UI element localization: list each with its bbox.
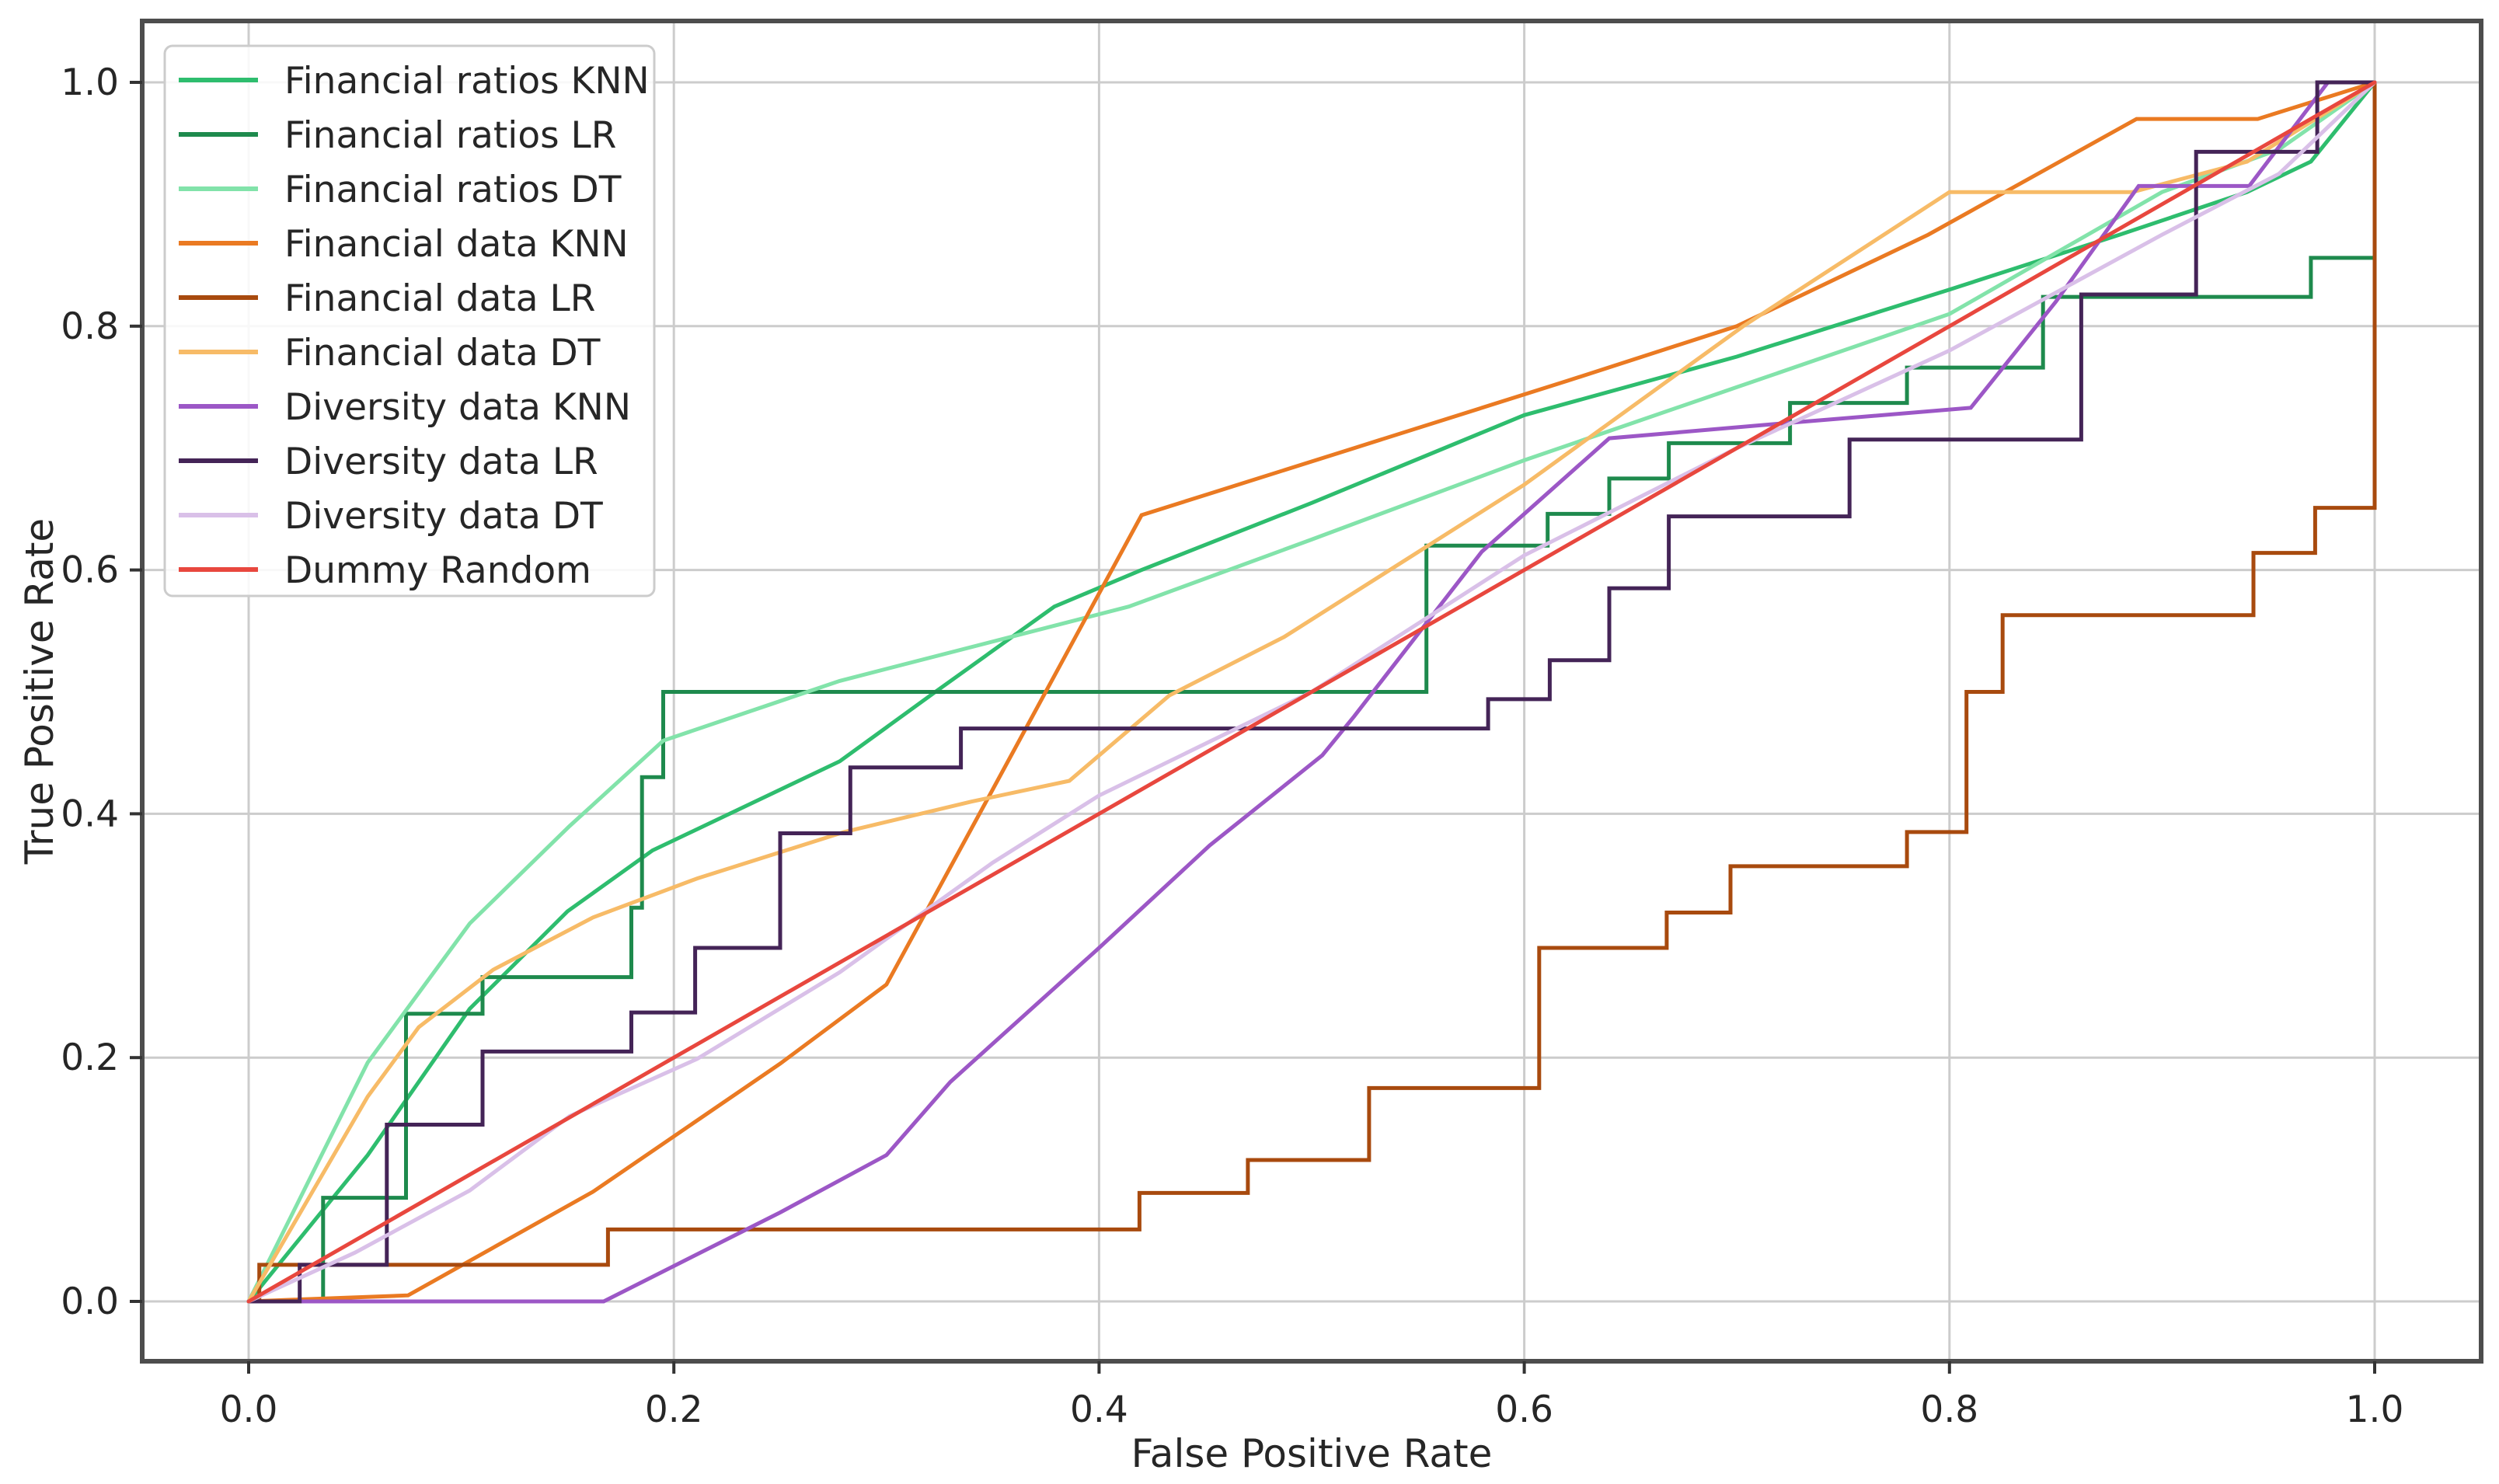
- series-line-dummy-random: [246, 80, 2377, 1304]
- legend-box: [163, 44, 656, 597]
- legend-item-diversity-data-knn: Diversity data KNN: [179, 386, 631, 429]
- y-tick-label: 1.0: [61, 61, 119, 104]
- plot-border: [140, 19, 2483, 1364]
- legend-item-financial-data-lr: Financial data LR: [179, 277, 595, 320]
- y-tick-label: 0.8: [61, 305, 119, 348]
- legend-item-financial-ratios-lr: Financial ratios LR: [179, 114, 616, 157]
- legend-item-financial-data-dt: Financial data DT: [179, 332, 601, 374]
- y-tick-label: 0.4: [61, 793, 119, 835]
- series-line-diversity-data-lr: [246, 80, 2377, 1304]
- legend-item-label: Dummy Random: [284, 549, 591, 592]
- legend-item-label: Diversity data LR: [284, 441, 598, 483]
- legend-item-label: Financial ratios LR: [284, 114, 616, 157]
- series-line-diversity-data-knn: [246, 80, 2377, 1304]
- x-tick-label: 0.0: [220, 1388, 278, 1431]
- x-tick-label: 0.8: [1920, 1388, 1978, 1431]
- x-axis-title: False Positive Rate: [1131, 1431, 1493, 1476]
- y-tick-label: 0.6: [61, 549, 119, 592]
- x-tick-label: 0.4: [1070, 1388, 1128, 1431]
- series-line-financial-data-dt: [246, 80, 2377, 1304]
- legend-item-financial-ratios-dt: Financial ratios DT: [179, 169, 622, 211]
- legend-item-label: Diversity data DT: [284, 495, 603, 538]
- y-tick-label: 0.0: [61, 1280, 119, 1323]
- y-tick-label: 0.2: [61, 1036, 119, 1079]
- series-line-financial-ratios-knn: [246, 80, 2377, 1304]
- legend-item-financial-data-knn: Financial data KNN: [179, 223, 629, 266]
- series-line-financial-data-knn: [246, 80, 2377, 1304]
- legend-item-dummy-random: Dummy Random: [179, 549, 591, 592]
- legend-item-label: Financial ratios DT: [284, 169, 622, 211]
- x-tick-label: 1.0: [2346, 1388, 2404, 1431]
- series-line-financial-ratios-dt: [246, 80, 2377, 1304]
- legend-item-diversity-data-dt: Diversity data DT: [179, 495, 603, 538]
- x-tick-label: 0.2: [645, 1388, 703, 1431]
- legend-item-label: Diversity data KNN: [284, 386, 631, 429]
- legend-item-label: Financial data DT: [284, 332, 601, 374]
- series-layer: [246, 80, 2377, 1304]
- legend-item-diversity-data-lr: Diversity data LR: [179, 441, 598, 483]
- legend-item-label: Financial data KNN: [284, 223, 629, 266]
- series-line-financial-data-lr: [246, 80, 2377, 1304]
- legend-item-label: Financial data LR: [284, 277, 595, 320]
- x-tick-label: 0.6: [1495, 1388, 1553, 1431]
- series-line-diversity-data-dt: [246, 80, 2377, 1304]
- legend: Financial ratios KNN Financial ratios LR F…: [163, 44, 656, 597]
- y-axis-title: True Positive Rate: [17, 518, 62, 865]
- tick-layer: 0.0 0.2 0.4 0.6 0.8 1.0 0.0 0.2 0.4 0.6 0.8 1.0: [61, 61, 2403, 1431]
- legend-item-financial-ratios-knn: Financial ratios KNN: [179, 60, 650, 103]
- legend-item-label: Financial ratios KNN: [284, 60, 650, 103]
